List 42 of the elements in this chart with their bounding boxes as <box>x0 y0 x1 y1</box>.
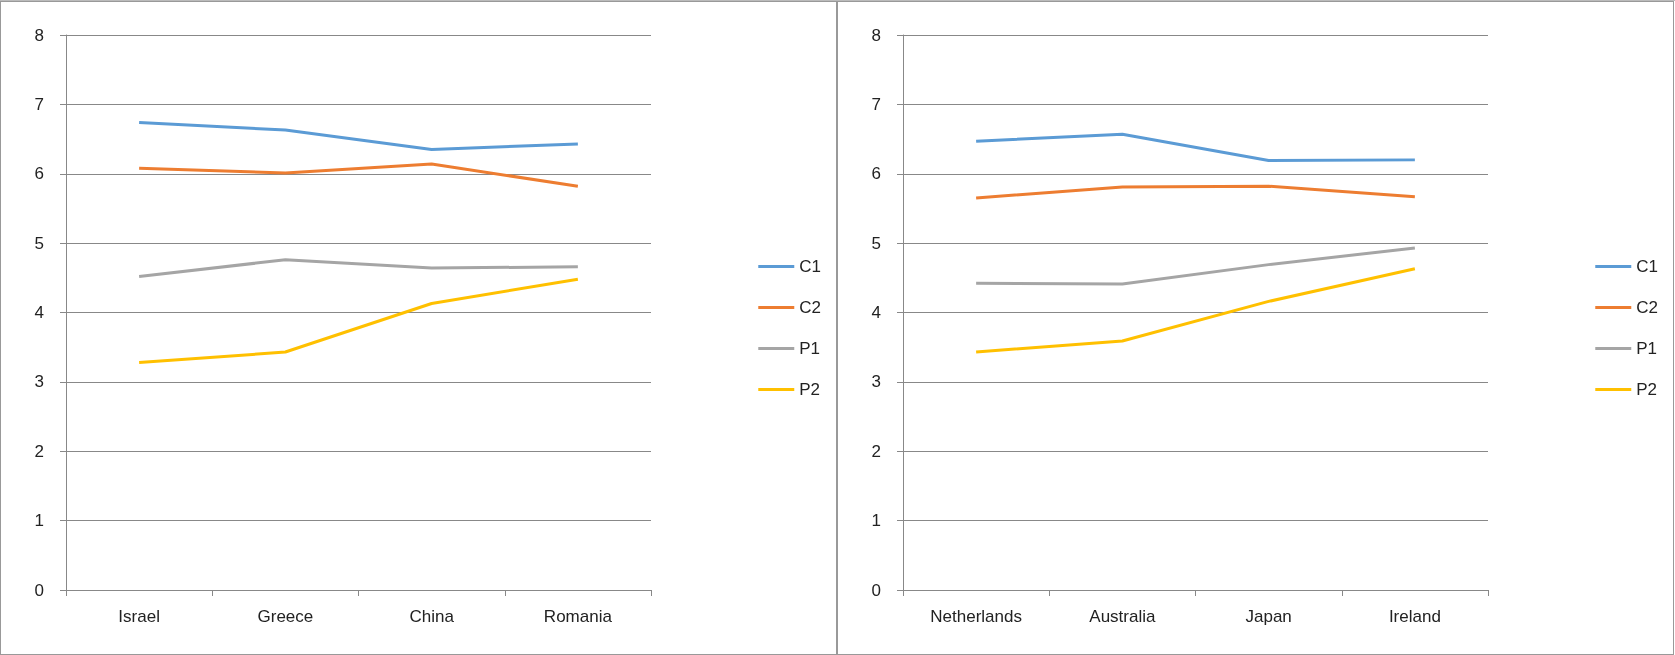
y-tick-label: 7 <box>871 94 881 114</box>
y-tick-label: 6 <box>871 164 881 184</box>
x-tick-label: Romania <box>543 607 613 626</box>
legend-label: P1 <box>799 339 821 358</box>
legend-label: P2 <box>799 380 821 399</box>
y-tick-label: 2 <box>34 441 44 461</box>
y-tick-label: 5 <box>34 233 44 253</box>
x-tick-label: Netherlands <box>930 607 1022 626</box>
legend-label: P1 <box>1636 339 1658 358</box>
legend-label: C2 <box>799 298 821 317</box>
y-tick-label: 3 <box>871 372 881 392</box>
y-tick-label: 7 <box>34 94 44 114</box>
line-series <box>974 267 1417 354</box>
x-tick-label: Australia <box>1089 607 1156 626</box>
legend-label: C1 <box>1636 257 1658 276</box>
y-tick-label: 3 <box>34 372 44 392</box>
y-tick-label: 5 <box>871 233 881 253</box>
line-series <box>974 132 1417 163</box>
y-tick-label: 0 <box>871 580 881 600</box>
y-tick-label: 2 <box>871 441 881 461</box>
x-tick-label: China <box>409 607 455 626</box>
x-tick-label: Japan <box>1245 607 1292 626</box>
x-tick-label: Greece <box>257 607 314 626</box>
legend-label: P2 <box>1636 380 1658 399</box>
line-series <box>137 277 580 364</box>
y-tick-label: 0 <box>34 580 44 600</box>
line-series <box>137 120 580 151</box>
y-tick-label: 6 <box>34 164 44 184</box>
y-tick-label: 4 <box>871 303 881 322</box>
y-tick-label: 8 <box>871 25 881 45</box>
legend-label: C2 <box>1636 298 1658 317</box>
x-tick-label: Ireland <box>1388 607 1441 626</box>
line-series <box>137 162 580 188</box>
y-tick-label: 4 <box>34 303 44 322</box>
line-series <box>974 246 1417 286</box>
y-tick-label: 8 <box>34 25 44 45</box>
y-tick-label: 1 <box>871 511 881 531</box>
legend-label: C1 <box>799 257 821 276</box>
line-series <box>137 258 580 278</box>
y-tick-label: 1 <box>34 511 44 531</box>
line-series <box>974 184 1417 200</box>
x-tick-label: Israel <box>118 607 160 626</box>
